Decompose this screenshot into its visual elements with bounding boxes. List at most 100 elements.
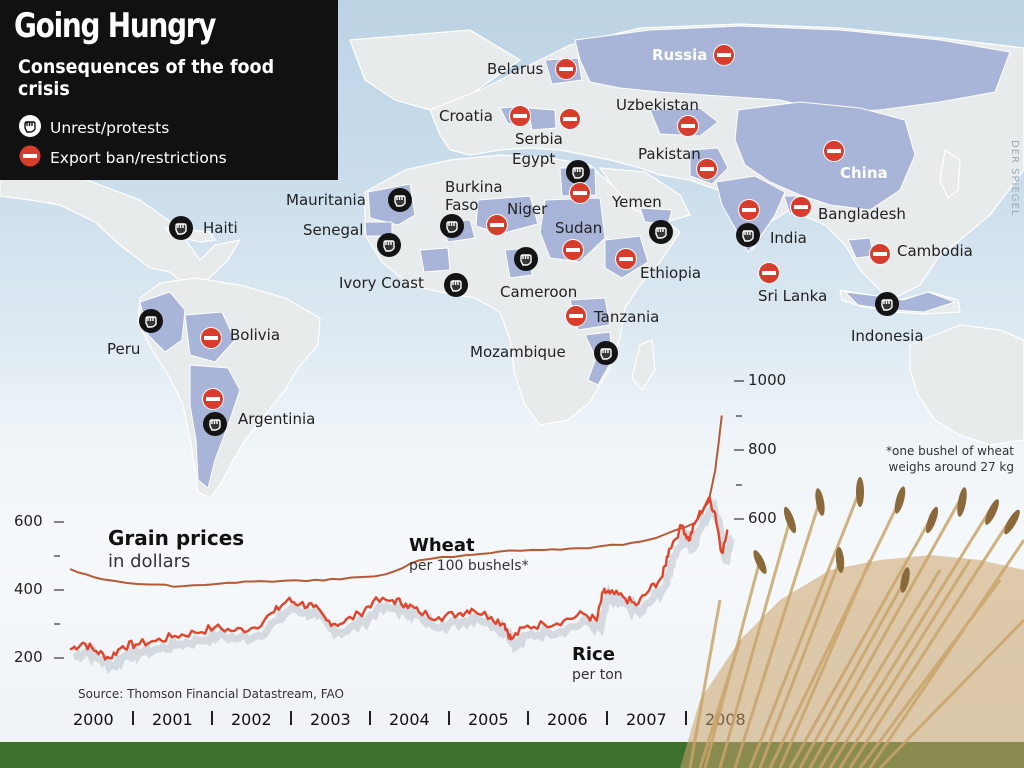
export-ban-marker-icon — [614, 247, 638, 275]
x-axis-label-2002: 2002 — [231, 710, 272, 729]
country-label-bangladesh: Bangladesh — [818, 205, 906, 223]
export-ban-marker-icon — [695, 157, 719, 185]
x-axis-label-2007: 2007 — [626, 710, 667, 729]
export-ban-marker-icon — [199, 326, 223, 354]
right-axis-label-800: 800 — [748, 440, 777, 458]
title-legend-box: Going Hungry Consequences of the food cr… — [0, 0, 338, 180]
country-label-senegal: Senegal — [303, 221, 364, 239]
rice-series-unit: per ton — [572, 667, 623, 683]
legend-export-ban-label: Export ban/restrictions — [50, 149, 227, 167]
export-ban-marker-icon — [561, 238, 585, 266]
left-axis — [54, 521, 64, 659]
export-ban-marker-icon — [568, 181, 592, 209]
chart-source: Source: Thomson Financial Datastream, FA… — [78, 687, 344, 701]
chart-subtitle: in dollars — [108, 551, 191, 572]
country-label-ivory-coast: Ivory Coast — [339, 274, 424, 292]
unrest-fist-marker-icon — [565, 159, 591, 189]
japan — [939, 148, 961, 199]
unrest-fist-marker-icon — [648, 219, 674, 249]
wheat-heads — [753, 477, 1020, 593]
x-axis-label-2000: 2000 — [73, 710, 114, 729]
country-label-ethiopia: Ethiopia — [640, 264, 702, 282]
country-label-mauritania: Mauritania — [286, 191, 366, 209]
country-label-indonesia: Indonesia — [851, 327, 924, 345]
rice-series-label: Rice — [572, 644, 615, 665]
country-label-haiti: Haiti — [203, 219, 238, 237]
unrest-fist-marker-icon — [168, 215, 194, 245]
x-axis-label-2006: 2006 — [547, 710, 588, 729]
unrest-fist-marker-icon — [202, 411, 228, 441]
x-axis-label-2004: 2004 — [389, 710, 430, 729]
country-label-sri-lanka: Sri Lanka — [758, 287, 828, 305]
country-label-cambodia: Cambodia — [897, 242, 973, 260]
country-label-pakistan: Pakistan — [638, 145, 701, 163]
country-label-india: India — [770, 229, 807, 247]
no-entry-icon — [18, 144, 42, 172]
country-label-yemen: Yemen — [612, 193, 662, 211]
export-ban-marker-icon — [201, 387, 225, 415]
arabia — [598, 167, 691, 223]
unrest-fist-marker-icon — [443, 272, 469, 302]
country-label-uzbekistan: Uzbekistan — [616, 96, 699, 114]
country-label-tanzania: Tanzania — [594, 308, 660, 326]
right-axis-label-1000: 1000 — [748, 371, 787, 389]
sudan-area — [539, 197, 606, 263]
madagascar — [631, 339, 656, 392]
export-ban-marker-icon — [554, 57, 578, 85]
export-ban-marker-icon — [789, 195, 813, 223]
rice-line — [69, 415, 723, 588]
export-ban-marker-icon — [676, 114, 700, 142]
country-label-egypt: Egypt — [512, 150, 556, 168]
legend-item-unrest: Unrest/protests — [18, 114, 169, 142]
chart-footnote: *one bushel of wheat weighs around 27 kg — [886, 444, 1014, 474]
x-axis-separators — [132, 711, 687, 725]
unrest-fist-marker-icon — [387, 187, 413, 217]
wheat-field-decoration — [0, 477, 1024, 768]
left-axis-label-200: 200 — [14, 648, 43, 666]
legend-unrest-label: Unrest/protests — [50, 119, 170, 137]
unrest-fist-marker-icon — [376, 232, 402, 262]
unrest-fist-marker-icon — [138, 308, 164, 338]
australia — [909, 324, 1024, 446]
country-label-peru: Peru — [107, 340, 141, 358]
legend-item-export-ban: Export ban/restrictions — [18, 144, 227, 172]
export-ban-marker-icon — [558, 107, 582, 135]
x-axis-label-2001: 2001 — [152, 710, 193, 729]
country-label-niger: Niger — [507, 200, 548, 218]
right-axis — [734, 380, 744, 520]
unrest-fist-marker-icon — [593, 340, 619, 370]
wheat-line-shadow — [72, 498, 735, 675]
export-ban-marker-icon — [822, 139, 846, 167]
unrest-fist-marker-icon — [735, 222, 761, 252]
serbia-area — [527, 107, 557, 131]
country-label-burkina-faso: Burkina Faso — [445, 178, 503, 214]
country-label-cameroon: Cameroon — [500, 283, 578, 301]
export-ban-marker-icon — [737, 198, 761, 226]
export-ban-marker-icon — [508, 104, 532, 132]
country-label-belarus: Belarus — [487, 60, 544, 78]
right-axis-label-600: 600 — [748, 509, 777, 527]
unrest-fist-marker-icon — [874, 291, 900, 321]
ivory-coast-area — [419, 247, 451, 273]
export-ban-marker-icon — [868, 242, 892, 270]
country-label-china: China — [840, 164, 888, 182]
russia-area — [574, 25, 1011, 113]
country-label-mozambique: Mozambique — [470, 343, 566, 361]
page-subtitle: Consequences of the food crisis — [18, 56, 275, 100]
country-label-sudan: Sudan — [555, 219, 603, 237]
unrest-fist-marker-icon — [439, 213, 465, 243]
x-axis-label-2005: 2005 — [468, 710, 509, 729]
country-label-bolivia: Bolivia — [230, 326, 281, 344]
wheat-series-label: Wheat — [409, 535, 475, 556]
x-axis-labels: 200020012002200320042005200620072008 — [73, 710, 746, 729]
x-axis-label-2003: 2003 — [310, 710, 351, 729]
export-ban-marker-icon — [485, 213, 509, 241]
fist-icon — [18, 114, 42, 142]
left-axis-label-600: 600 — [14, 512, 43, 530]
left-axis-label-400: 400 — [14, 580, 43, 598]
watermark: DER SPIEGEL — [1009, 140, 1020, 217]
export-ban-marker-icon — [712, 43, 736, 71]
page-title: Going Hungry — [14, 6, 216, 46]
country-label-russia: Russia — [652, 46, 708, 64]
